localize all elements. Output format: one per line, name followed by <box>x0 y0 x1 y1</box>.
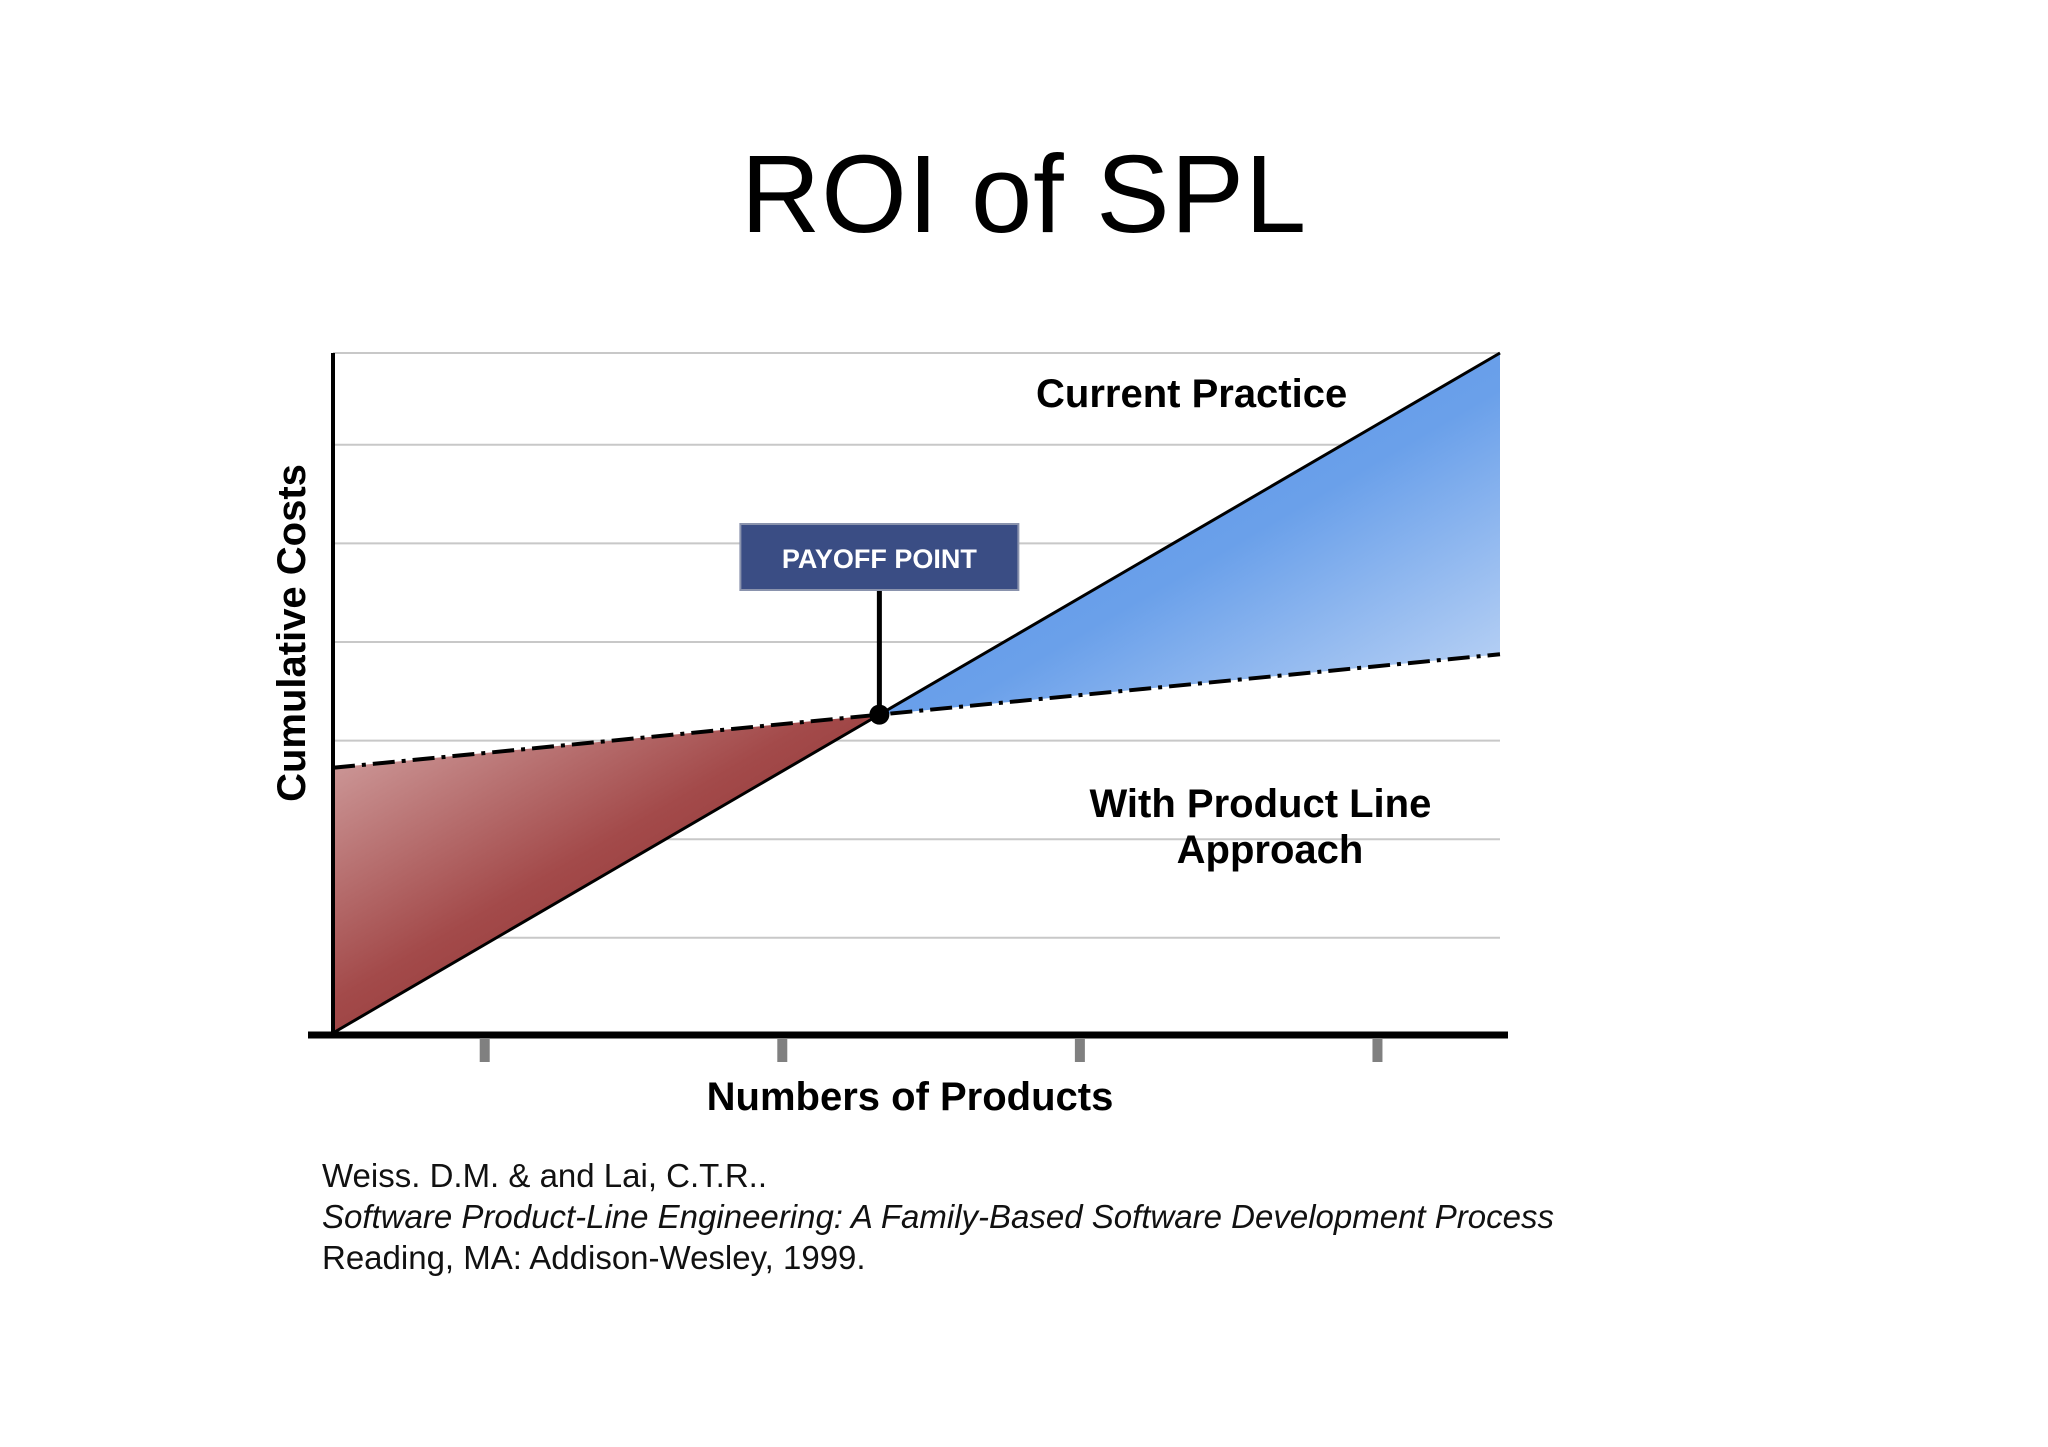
payoff-point-box <box>739 523 1020 591</box>
citation: Weiss. D.M. & and Lai, C.T.R.. Software … <box>322 1155 1554 1278</box>
payoff-point-marker <box>869 704 890 725</box>
series-label-product-line-approach: With Product Line Approach <box>1090 782 1443 872</box>
x-axis-ticks <box>479 1038 1383 1062</box>
citation-book-title: Software Product-Line Engineering: A Fam… <box>322 1198 1554 1235</box>
series-label-current-practice: Current Practice <box>1036 372 1347 416</box>
payoff-point-label: PAYOFF POINT <box>782 544 978 574</box>
x-tick <box>777 1038 788 1062</box>
series-line-current-practice <box>332 351 1501 1035</box>
series-label-line-2: Approach <box>1177 828 1364 872</box>
series-line-product-line-approach <box>332 652 1501 770</box>
x-tick <box>1372 1038 1383 1062</box>
x-axis-label: Numbers of Products <box>707 1075 1114 1119</box>
series-label-line-1: With Product Line <box>1090 782 1432 826</box>
y-axis-label: Cumulative Costs <box>270 464 314 802</box>
x-tick <box>479 1038 490 1062</box>
citation-publisher: Reading, MA: Addison-Wesley, 1999. <box>322 1239 866 1276</box>
savings-region-after-payoff <box>879 353 1500 715</box>
citation-authors: Weiss. D.M. & and Lai, C.T.R.. <box>322 1157 768 1194</box>
x-tick <box>1074 1038 1085 1062</box>
slide-title: ROI of SPL <box>740 133 1308 256</box>
